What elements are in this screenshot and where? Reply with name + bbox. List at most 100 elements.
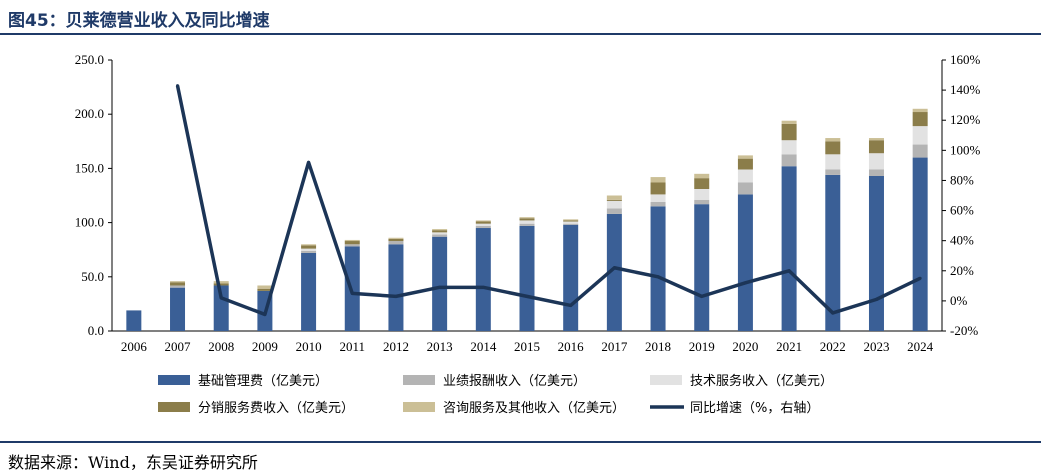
bar-segment-s2-2015 [519, 220, 535, 224]
growth-point-2012 [394, 294, 398, 298]
bar-segment-s4-2016 [563, 219, 579, 221]
bar-segment-s4-2023 [868, 138, 884, 141]
growth-point-2007 [176, 84, 180, 88]
x-tick-label: 2011 [339, 339, 365, 354]
bar-segment-s2-2013 [432, 232, 448, 235]
growth-point-2021 [787, 269, 791, 273]
bar-segment-s4-2013 [432, 229, 448, 231]
right-tick-label: 100% [950, 142, 981, 157]
left-tick-label: 200.0 [75, 106, 104, 121]
bar-segment-s4-2024 [912, 108, 928, 113]
figure-title: 图45：贝莱德营业收入及同比增速 [8, 11, 270, 31]
bar-segment-s2-2023 [868, 153, 884, 170]
bar-segment-s3-2021 [781, 123, 797, 141]
bar-segment-s3-2018 [650, 182, 666, 195]
x-tick-label: 2014 [470, 339, 497, 354]
right-tick-label: -20% [950, 323, 978, 338]
bar-segment-s4-2017 [606, 195, 622, 200]
x-tick-label: 2015 [514, 339, 540, 354]
bar-segment-s1-2022 [825, 169, 841, 175]
bar-segment-s2-2018 [650, 194, 666, 203]
left-tick-label: 0.0 [88, 323, 104, 338]
bar-segment-s2-2020 [737, 169, 753, 183]
bar-segment-s0-2018 [650, 206, 666, 331]
bar-segment-s0-2021 [781, 166, 797, 331]
bar-segment-s1-2024 [912, 144, 928, 158]
stacked-bars [126, 108, 928, 331]
left-tick-label: 50.0 [81, 269, 104, 284]
bar-segment-s0-2022 [825, 174, 841, 331]
x-tick-label: 2023 [863, 339, 889, 354]
bar-segment-s4-2020 [737, 155, 753, 159]
legend-swatch [158, 402, 190, 412]
growth-point-2016 [569, 303, 573, 307]
x-tick-label: 2012 [383, 339, 409, 354]
bar-segment-s2-2010 [301, 248, 317, 251]
bar-segment-s0-2023 [868, 175, 884, 331]
x-tick-label: 2018 [645, 339, 671, 354]
growth-point-2017 [612, 266, 616, 270]
growth-point-2022 [831, 311, 835, 315]
bar-segment-s0-2014 [475, 228, 491, 331]
bar-segment-s0-2024 [912, 157, 928, 331]
left-tick-label: 150.0 [75, 160, 104, 175]
bar-segment-s2-2019 [694, 188, 710, 200]
x-tick-label: 2008 [208, 339, 234, 354]
bar-segment-s4-2010 [301, 244, 317, 246]
bar-segment-s0-2016 [563, 224, 579, 331]
growth-point-2014 [481, 285, 485, 289]
bar-segment-s3-2019 [694, 178, 710, 189]
x-tick-label: 2019 [689, 339, 715, 354]
bar-segment-s0-2020 [737, 194, 753, 331]
legend-label: 技术服务收入（亿美元） [690, 373, 833, 389]
bar-segment-s2-2016 [563, 221, 579, 224]
legend: 基础管理费（亿美元） 业绩报酬收入（亿美元） 技术服务收入（亿美元） 分销服务费收入（… [158, 373, 833, 416]
bar-segment-s1-2012 [388, 241, 404, 245]
x-tick-label: 2017 [601, 339, 628, 354]
bar-segment-s4-2015 [519, 217, 535, 219]
bar-segment-s1-2011 [344, 244, 360, 247]
legend-label: 分销服务费收入（亿美元） [198, 400, 354, 416]
bar-segment-s1-2010 [301, 250, 317, 253]
bar-segment-s1-2023 [868, 169, 884, 176]
legend-label: 基础管理费（亿美元） [198, 374, 328, 389]
bar-segment-s3-2017 [606, 199, 622, 201]
bar-segment-s2-2024 [912, 126, 928, 145]
growth-point-2008 [219, 296, 223, 300]
growth-point-2023 [874, 297, 878, 301]
bottom-rule [0, 441, 1041, 443]
bar-segment-s4-2021 [781, 120, 797, 124]
x-tick-label: 2021 [776, 339, 802, 354]
growth-point-2013 [438, 285, 442, 289]
right-tick-label: 0% [950, 293, 968, 308]
bar-segment-s4-2012 [388, 237, 404, 239]
bar-segment-s1-2021 [781, 154, 797, 167]
source-note: 数据来源：Wind，东吴证券研究所 [8, 453, 258, 472]
x-tick-label: 2006 [121, 339, 148, 354]
growth-point-2015 [525, 294, 529, 298]
bar-segment-s3-2015 [519, 218, 535, 221]
bar-segment-s1-2015 [519, 223, 535, 226]
bar-segment-s4-2019 [694, 173, 710, 179]
left-tick-label: 250.0 [75, 52, 104, 67]
bar-segment-s2-2014 [475, 223, 491, 226]
bar-segment-s2-2017 [606, 200, 622, 209]
bar-segment-s3-2011 [344, 241, 360, 245]
bar-segment-s4-2018 [650, 177, 666, 183]
bar-segment-s1-2013 [432, 234, 448, 237]
bar-segment-s3-2010 [301, 245, 317, 249]
bar-segment-s0-2015 [519, 225, 535, 331]
revenue-chart: 0.0 50.0 100.0 150.0 200.0 250.0 -20% 0% 20% 40% 6… [75, 52, 981, 416]
legend-swatch [403, 375, 435, 385]
bar-segment-s3-2007 [170, 282, 186, 286]
bar-segment-s3-2012 [388, 238, 404, 242]
bar-segment-s3-2024 [912, 112, 928, 127]
right-tick-label: 120% [950, 112, 981, 127]
x-tick-label: 2022 [820, 339, 846, 354]
bar-segment-s0-2017 [606, 213, 622, 331]
bar-segment-s3-2014 [475, 221, 491, 224]
bar-segment-s0-2007 [170, 287, 186, 331]
legend-swatch [158, 375, 190, 385]
bar-segment-s3-2020 [737, 158, 753, 170]
growth-rate-line [175, 85, 921, 317]
